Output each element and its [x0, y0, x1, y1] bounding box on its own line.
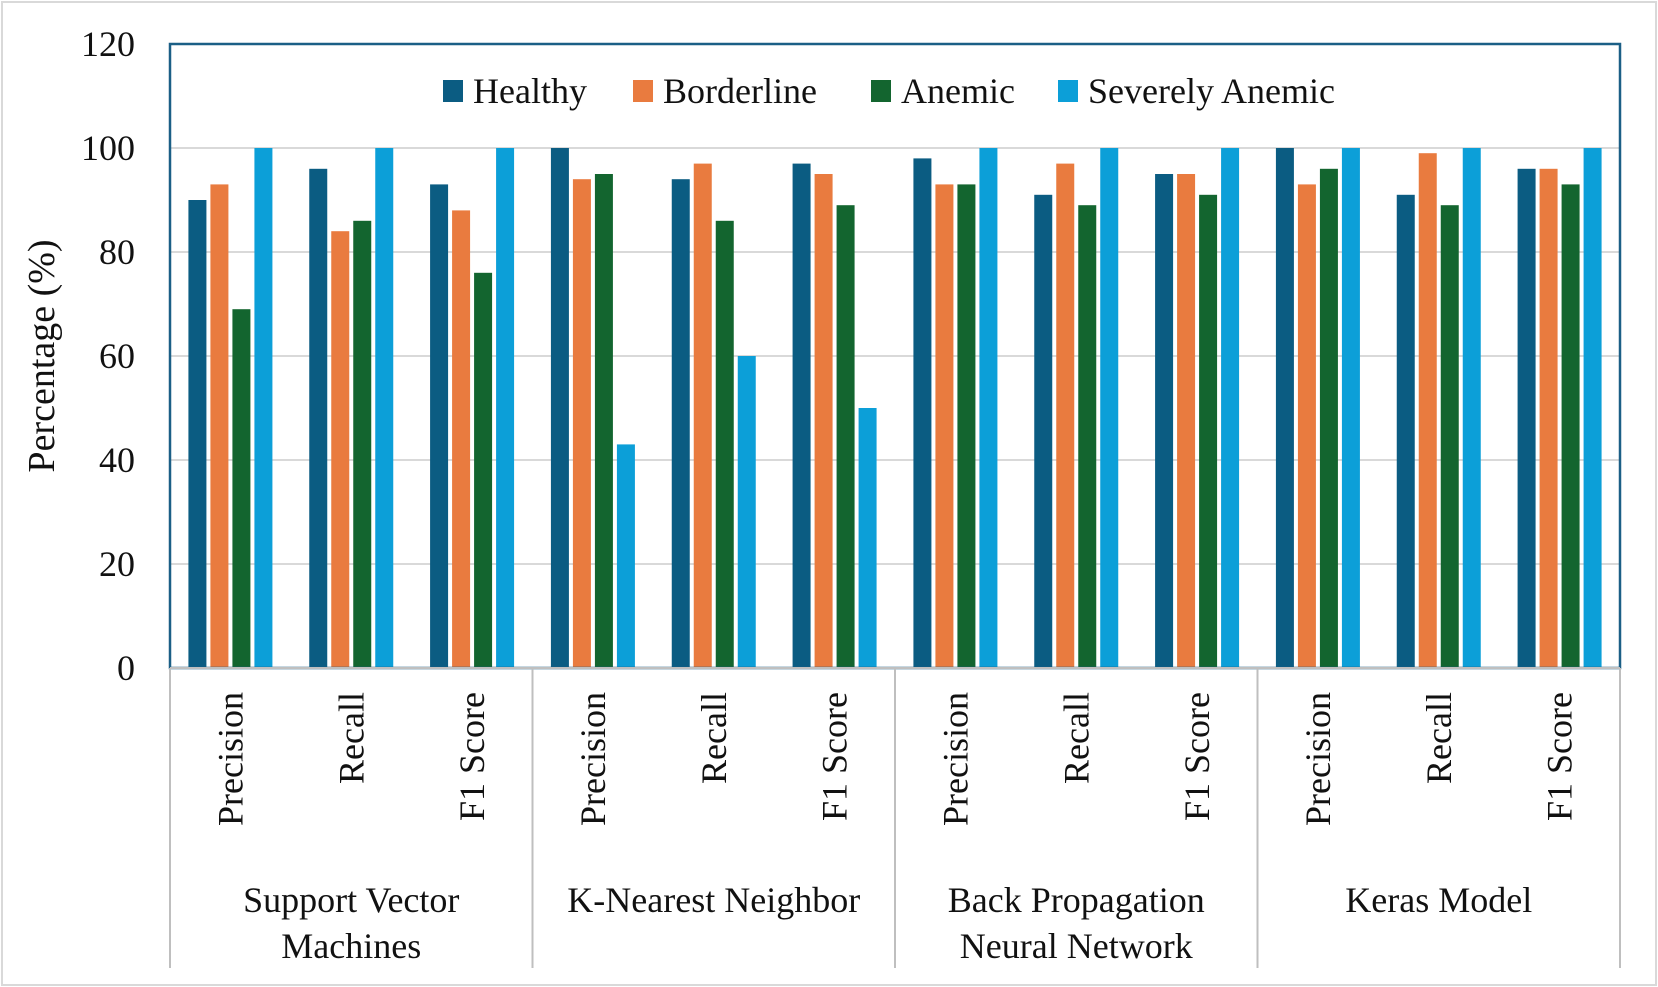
bar-anemic: [836, 205, 855, 668]
x-category-label: Recall: [1056, 692, 1096, 784]
legend-swatch-severely-anemic: [1058, 80, 1078, 102]
y-tick-label: 40: [99, 440, 135, 480]
bar-borderline: [1177, 174, 1196, 668]
x-category-label: F1 Score: [452, 692, 492, 821]
bar-anemic: [353, 220, 372, 669]
bar-healthy: [913, 158, 932, 668]
bar-healthy: [1275, 148, 1294, 668]
y-axis-ticks: 0 20 40 60 80 100 120: [81, 24, 135, 688]
y-tick-label: 20: [99, 544, 135, 584]
bar-borderline: [331, 231, 350, 668]
bar-healthy: [792, 163, 811, 668]
legend-swatch-borderline: [633, 80, 653, 102]
x-category-label: Precision: [573, 692, 613, 826]
legend: Healthy Borderline Anemic Severely Anemic: [443, 71, 1335, 111]
bar-anemic: [474, 272, 493, 668]
y-tick-label: 0: [117, 648, 135, 688]
x-category-label: F1 Score: [1540, 692, 1580, 821]
y-tick-label: 60: [99, 336, 135, 376]
bar-anemic: [1561, 184, 1580, 668]
bar-anemic: [232, 309, 251, 668]
x-category-label: F1 Score: [815, 692, 855, 821]
bar-borderline: [814, 174, 833, 668]
x-category-label: Precision: [1298, 692, 1338, 826]
y-tick-label: 100: [81, 128, 135, 168]
bar-borderline: [1297, 184, 1316, 668]
bar-healthy: [1396, 194, 1415, 669]
bar-borderline: [1056, 163, 1075, 668]
bar-severely-anemic: [375, 148, 394, 668]
x-category-label: Recall: [694, 692, 734, 784]
legend-swatch-healthy: [443, 80, 463, 102]
x-group-label: Back Propagation: [948, 880, 1205, 920]
bar-borderline: [693, 163, 712, 668]
gridlines: [170, 147, 1620, 565]
bar-borderline: [210, 184, 229, 668]
x-category-label: F1 Score: [1177, 692, 1217, 821]
x-group-label: Support Vector: [243, 880, 459, 920]
bar-severely-anemic: [979, 148, 998, 668]
bar-borderline: [1418, 153, 1437, 668]
bar-healthy: [1034, 194, 1053, 669]
y-tick-label: 80: [99, 232, 135, 272]
bar-severely-anemic: [1462, 148, 1481, 668]
bar-healthy: [550, 148, 569, 668]
bar-severely-anemic: [1100, 148, 1119, 668]
bar-anemic: [1199, 194, 1218, 669]
bar-borderline: [935, 184, 954, 668]
bar-healthy: [1517, 168, 1536, 669]
bar-severely-anemic: [496, 148, 515, 668]
bar-borderline: [572, 179, 591, 668]
x-group-label: Keras Model: [1345, 880, 1532, 920]
bar-anemic: [957, 184, 976, 668]
legend-label: Anemic: [901, 71, 1015, 111]
legend-label: Healthy: [473, 71, 587, 111]
bar-severely-anemic: [858, 408, 877, 668]
y-axis-label: Percentage (%): [21, 239, 63, 472]
y-tick-label: 120: [81, 24, 135, 64]
x-axis: Precision Recall F1 Score Precision Recall F1…: [169, 667, 1621, 968]
x-group-label: Machines: [281, 926, 421, 966]
bar-anemic: [715, 220, 734, 669]
legend-label: Borderline: [663, 71, 817, 111]
bar-borderline: [452, 210, 471, 668]
x-category-label: Precision: [935, 692, 975, 826]
bar-severely-anemic: [616, 444, 635, 668]
x-category-label: Recall: [1419, 692, 1459, 784]
bar-severely-anemic: [254, 148, 273, 668]
x-category-label: Recall: [331, 692, 371, 784]
bar-healthy: [188, 200, 207, 668]
x-group-label: Neural Network: [960, 926, 1193, 966]
bar-severely-anemic: [1583, 148, 1602, 668]
bar-anemic: [1319, 168, 1338, 669]
bars: [188, 148, 1602, 669]
bar-healthy: [309, 168, 328, 669]
bar-anemic: [594, 174, 613, 668]
bar-borderline: [1539, 168, 1558, 669]
x-group-label: K-Nearest Neighbor: [567, 880, 860, 920]
bar-anemic: [1078, 205, 1097, 668]
bar-severely-anemic: [1341, 148, 1360, 668]
bar-healthy: [430, 184, 449, 668]
legend-swatch-anemic: [871, 80, 891, 102]
bar-anemic: [1440, 205, 1459, 668]
bar-severely-anemic: [737, 356, 756, 668]
bar-severely-anemic: [1221, 148, 1240, 668]
legend-label: Severely Anemic: [1088, 71, 1335, 111]
bar-healthy: [1155, 174, 1174, 668]
bar-healthy: [671, 179, 690, 668]
x-category-label: Precision: [210, 692, 250, 826]
